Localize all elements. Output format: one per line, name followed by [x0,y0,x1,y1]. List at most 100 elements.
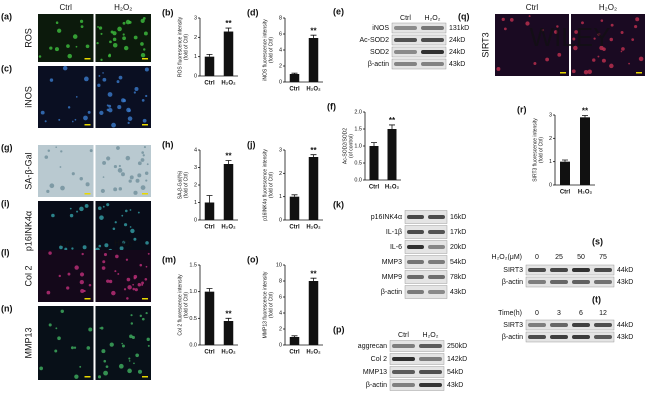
cell [127,116,133,121]
cell [128,179,132,183]
cell [141,281,144,285]
cell [125,19,131,25]
micrograph [95,66,151,128]
column-header: H₂O₂ [425,15,441,22]
column-header: 12 [599,310,607,317]
cell [106,156,111,161]
y-tick-label: 2.0 [354,109,362,115]
cell [107,92,113,97]
size-label: 78kD [450,274,466,281]
size-label: 43kD [447,382,463,389]
size-label: 54kD [447,369,463,376]
image-label: SIRT3 [480,32,490,57]
error-bar [291,72,298,74]
cell [49,46,53,50]
size-label: 24kD [449,37,465,44]
significance: ** [225,19,232,28]
cell [143,48,146,51]
band [550,280,568,284]
cell [54,349,58,353]
cell [133,190,138,195]
cell [141,317,145,321]
cell [85,44,90,49]
cell [67,53,72,59]
blot-strip [404,240,448,254]
bar [289,74,300,82]
cell [496,66,501,71]
cell [597,32,601,36]
cell [64,247,68,251]
size-label: 17kD [450,229,466,236]
y-tick-label: 3 [194,15,197,21]
x-tick-label: Ctrl [289,225,300,231]
blot-strip [389,353,445,365]
cell [71,120,74,123]
y-tick-label: 4 [279,47,282,53]
cell [131,335,135,340]
band [594,323,612,327]
cell [147,252,150,255]
cell [525,21,530,26]
cell [146,337,150,342]
cell [133,237,137,241]
cell [114,221,117,224]
y-axis-label: (fold of Ctrl) [538,137,544,163]
cell [102,160,107,165]
bar [308,281,319,345]
x-tick-label: Ctrl [289,87,300,93]
cell [85,182,90,187]
blot-strip [525,331,615,343]
scale-bar [636,72,642,74]
cell [116,80,120,84]
panel-letter: (b) [162,7,174,17]
cell [101,266,106,270]
bar [308,38,319,82]
bar [560,161,570,185]
cell [587,69,592,74]
micrograph [38,14,94,62]
x-tick-label: H₂O₂ [221,350,236,356]
cell [112,37,117,42]
cell [100,58,103,61]
x-tick-label: H₂O₂ [578,190,593,196]
cell [69,213,74,218]
band [392,357,415,361]
cell [75,45,78,48]
y-axis-label: (fold of Ctrl) [268,292,274,318]
cell [597,55,600,58]
band [594,268,612,272]
cell [140,185,146,190]
blot-strip [391,22,447,34]
cell [98,244,102,248]
cell [118,164,121,168]
band [594,335,612,339]
row-label: p16INK4α [371,214,402,221]
cell [84,204,89,208]
band [407,230,424,234]
cell [60,150,63,153]
cell [112,227,116,230]
cell [44,120,47,123]
blot-strip [404,285,448,299]
cell [545,57,550,62]
panel-letter: (p) [333,324,345,334]
cell [118,187,123,191]
cell [574,30,578,34]
scale-bar [84,298,91,300]
blot-strip [404,270,448,284]
cell [139,314,142,317]
cell [97,83,101,87]
y-tick-label: 6 [279,31,282,37]
band [394,26,417,30]
cell [88,327,93,332]
cell [83,115,88,121]
y-axis-label: MMP13 fluorescence intensity [262,271,268,338]
cell [620,30,624,34]
cell [100,32,103,35]
cell [126,297,129,300]
band [428,290,445,294]
cell [98,26,103,30]
cell [125,258,129,261]
x-tick-label: H₂O₂ [221,225,236,231]
image-label: MMP13 [23,327,33,358]
